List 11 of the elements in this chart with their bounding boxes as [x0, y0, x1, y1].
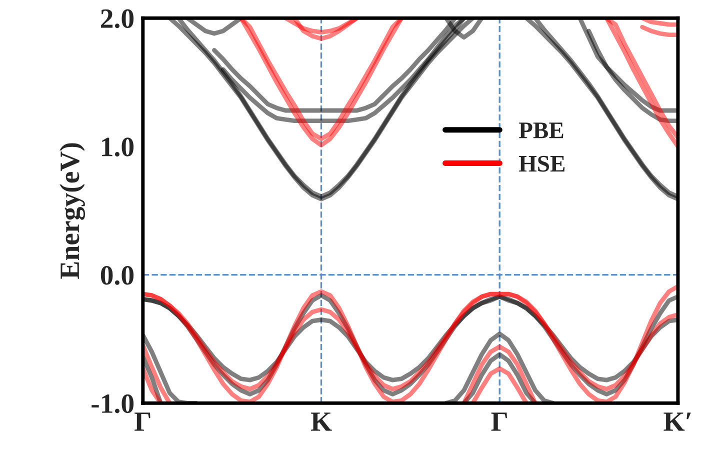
y-tick-label: -1.0 [92, 394, 134, 414]
y-tick-label: 0.0 [100, 266, 134, 285]
x-tick-label: K [310, 412, 332, 431]
x-tick-label: Γ [491, 412, 507, 431]
y-tick-label: 2.0 [101, 9, 134, 28]
legend-label: PBE [518, 122, 564, 138]
y-tick-label: 1.0 [102, 138, 134, 157]
legend-label: HSE [518, 156, 565, 172]
x-tick-label: Γ [134, 412, 150, 431]
x-tick-label: K′ [664, 412, 691, 431]
y-axis-title: Energy(eV) [60, 143, 86, 279]
